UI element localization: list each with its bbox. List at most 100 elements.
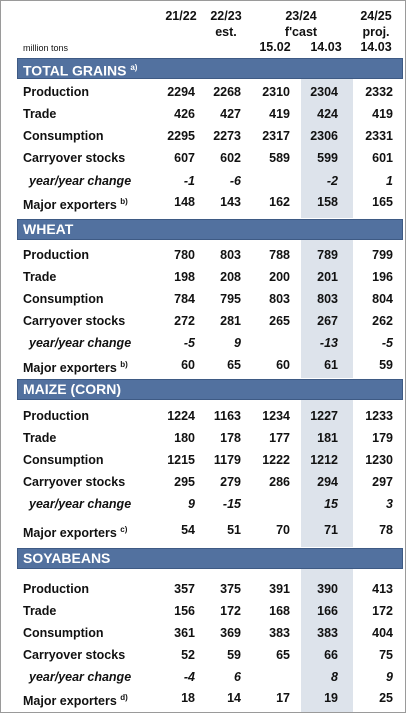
row-label-text: Carryover stocks [23,151,126,165]
cell-value: 419 [269,107,290,121]
cell-value: 2310 [262,85,290,99]
cell-value: 9 [234,336,241,350]
unit: million tons [23,43,69,53]
row-label-text: Production [23,409,89,423]
footnote-ref: d) [120,693,128,702]
section-bar [17,58,403,79]
cell-value: 65 [276,648,290,662]
cell-value: 804 [372,292,393,306]
cell-value: 2268 [213,85,241,99]
cell-value: 2273 [213,129,241,143]
cell-value: 78 [379,523,393,537]
cell-value: 8 [331,670,338,684]
cell-value: 427 [220,107,241,121]
row-label-text: Carryover stocks [23,648,126,662]
cell-value: 52 [181,648,195,662]
cell-value: 70 [276,523,290,537]
cell-value: 1163 [213,409,241,423]
row-label-text: Carryover stocks [23,475,126,489]
row-label: Production [23,409,89,423]
shaded-column [301,240,353,378]
cell-value: 25 [379,691,393,705]
cell-value: 788 [269,248,290,262]
footnote-ref: b) [120,197,128,206]
cell-value: 1233 [365,409,393,423]
period: 21/22 [165,9,197,23]
cell-value: 158 [317,195,338,209]
cell-value: 607 [174,151,195,165]
cell-value: 19 [324,691,338,705]
cell-value: 168 [269,604,290,618]
row-label: year/year change [29,497,131,511]
cell-value: 383 [269,626,290,640]
footnote-ref: a) [130,63,138,72]
row-label-text: year/year change [29,336,132,350]
cell-value: 1230 [365,453,393,467]
cell-value: 1234 [262,409,290,423]
cell-value: 59 [227,648,241,662]
row-label: Consumption [23,453,104,467]
cell-value: 383 [317,626,338,640]
cell-value: 803 [269,292,290,306]
cell-value: 1215 [167,453,195,467]
cell-value: 2331 [365,129,393,143]
footnote-ref: c) [120,525,128,534]
cell-value: 1 [386,174,393,188]
row-label: Trade [23,431,56,445]
section-bar [17,219,403,240]
row-label: Consumption [23,129,104,143]
cell-value: 15 [324,497,338,511]
cell-value: 75 [379,648,393,662]
cell-value: 1224 [167,409,195,423]
shaded-column [301,400,353,547]
cell-value: 2332 [365,85,393,99]
row-label: Major exporters b) [23,358,128,375]
row-label-text: Trade [23,270,57,284]
cell-value: 200 [269,270,290,284]
cell-value: 803 [220,248,241,262]
cell-value: 172 [372,604,393,618]
cell-value: 799 [372,248,393,262]
footnote-ref: b) [120,360,128,369]
period: 22/23 [210,9,242,23]
cell-value: 391 [269,582,290,596]
cell-value: 297 [372,475,393,489]
section-title: WHEAT [23,222,73,236]
row-label: Carryover stocks [23,314,125,328]
row-label: Major exporters c) [23,523,127,540]
cell-value: 265 [269,314,290,328]
row-label: Consumption [23,292,104,306]
cell-value: 18 [181,691,195,705]
cell-value: 66 [324,648,338,662]
row-label: year/year change [29,336,131,350]
cell-value: -2 [326,174,338,188]
row-label-text: Production [23,85,89,99]
cell-value: 198 [174,270,195,284]
row-label-text: Trade [23,431,57,445]
section-bar [17,379,403,400]
row-label-text: Carryover stocks [23,314,126,328]
section-title: SOYABEANS [23,551,110,565]
cell-value: 156 [174,604,195,618]
cell-value: 272 [174,314,195,328]
cell-value: 426 [174,107,195,121]
cell-value: 181 [317,431,338,445]
cell-value: 404 [372,626,393,640]
cell-value: 51 [227,523,241,537]
cell-value: 60 [276,358,290,372]
cell-value: 1222 [262,453,290,467]
cell-value: 196 [372,270,393,284]
period: 23/24 [285,9,317,23]
cell-value: 424 [317,107,338,121]
cell-value: -15 [222,497,241,511]
cell-value: 180 [174,431,195,445]
cell-value: 177 [269,431,290,445]
cell-value: 789 [317,248,338,262]
row-label: Major exporters d) [23,691,128,708]
cell-value: 419 [372,107,393,121]
cell-value: 148 [174,195,195,209]
row-label: year/year change [29,670,131,684]
row-label-text: Trade [23,604,57,618]
cell-value: 165 [372,195,393,209]
cell-value: 784 [174,292,195,306]
